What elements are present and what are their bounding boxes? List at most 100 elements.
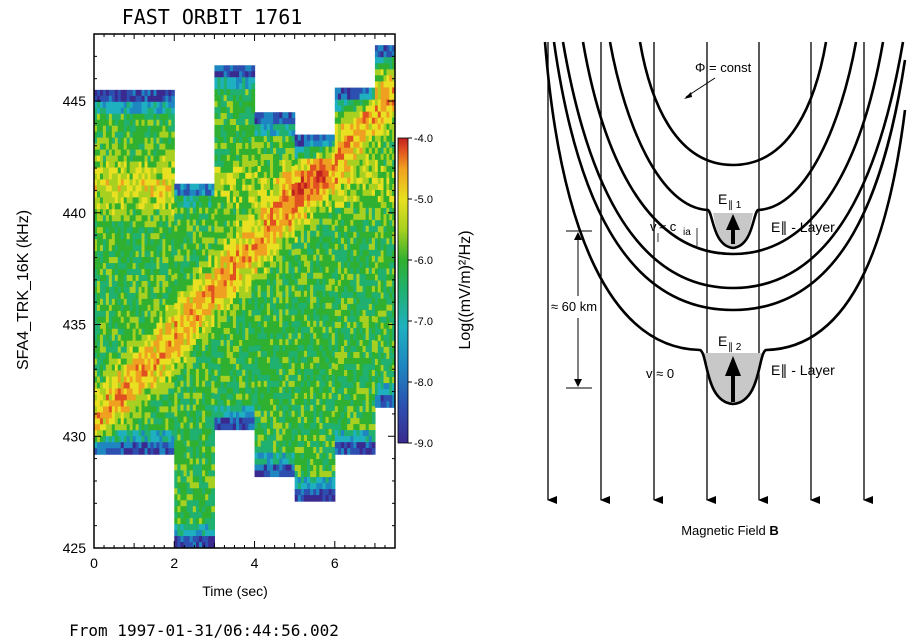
spectrogram-cell xyxy=(168,179,172,187)
spectrogram-cell xyxy=(269,333,274,340)
spectrogram-cell xyxy=(105,346,110,354)
spectrogram-cell xyxy=(159,376,163,384)
spectrogram-cell xyxy=(94,245,98,252)
spectrogram-cell xyxy=(276,357,280,364)
spectrogram-cell xyxy=(94,352,98,360)
spectrogram-cell xyxy=(239,357,243,365)
spectrogram-cell xyxy=(174,422,178,430)
spectrogram-cell xyxy=(266,195,271,203)
spectrogram-cell xyxy=(205,225,209,233)
spectrogram-cell xyxy=(254,464,259,472)
spectrogram-cell xyxy=(105,263,110,270)
spectrogram-cell xyxy=(269,345,274,352)
spectrogram-cell xyxy=(159,292,163,300)
spectrogram-cell xyxy=(223,393,228,401)
spectrogram-cell xyxy=(328,434,333,442)
spectrogram-cell xyxy=(168,340,172,348)
spectrogram-cell xyxy=(307,164,311,172)
spectrogram-cell xyxy=(144,304,149,312)
spectrogram-cell xyxy=(208,189,212,197)
spectrogram-cell xyxy=(177,273,182,280)
spectrogram-cell xyxy=(105,167,110,175)
spectrogram-cell xyxy=(123,221,128,228)
spectrogram-cell xyxy=(282,213,287,221)
spectrogram-cell xyxy=(192,536,197,543)
spectrogram-cell xyxy=(171,113,175,121)
spectrogram-cell xyxy=(165,143,169,151)
spectrogram-cell xyxy=(202,249,206,256)
spectrogram-cell xyxy=(183,333,188,340)
spectrogram-cell xyxy=(297,230,302,238)
spectrogram-cell xyxy=(180,434,185,442)
spectrogram-cell xyxy=(248,178,253,186)
spectrogram-cell xyxy=(186,362,191,370)
spectrogram-cell xyxy=(273,404,277,412)
spectrogram-cell xyxy=(254,130,259,137)
spectrogram-cell xyxy=(220,399,225,407)
spectrogram-cell xyxy=(120,137,125,145)
spectrogram-cell xyxy=(186,261,191,268)
spectrogram-cell xyxy=(165,436,169,443)
spectrogram-cell xyxy=(319,495,324,502)
spectrogram-cell xyxy=(132,101,137,109)
spectrogram-cell xyxy=(294,434,299,442)
spectrogram-cell xyxy=(114,412,119,419)
spectrogram-cell xyxy=(254,231,259,239)
spectrogram-cell xyxy=(297,212,302,220)
spectrogram-cell xyxy=(279,148,283,155)
spectrogram-cell xyxy=(111,346,116,354)
spectrogram-cell xyxy=(291,345,296,352)
spectrogram-cell xyxy=(294,296,299,304)
spectrogram-cell xyxy=(337,388,342,395)
spectrogram-cell xyxy=(226,423,231,431)
spectrogram-cell xyxy=(205,243,209,251)
spectrogram-cell xyxy=(108,346,113,354)
spectrogram-cell xyxy=(177,518,182,525)
spectrogram-cell xyxy=(242,166,246,174)
spectrogram-cell xyxy=(123,358,128,366)
spectrogram-cell xyxy=(239,184,243,192)
spectrogram-cell xyxy=(337,189,342,197)
spectrogram-cell xyxy=(114,239,119,246)
spectrogram-cell xyxy=(171,107,175,115)
spectrogram-cell xyxy=(198,231,203,239)
spectrogram-cell xyxy=(229,268,234,275)
spectrogram-cell xyxy=(232,89,237,96)
spectrogram-cell xyxy=(220,238,225,246)
spectrogram-cell xyxy=(195,267,200,274)
spectrogram-cell xyxy=(242,190,246,198)
spectrogram-cell xyxy=(322,434,327,442)
spectrogram-cell xyxy=(263,159,268,167)
spectrogram-cell xyxy=(105,119,110,127)
spectrogram-cell xyxy=(328,459,333,466)
spectrogram-cell xyxy=(159,227,163,234)
spectrogram-cell xyxy=(111,406,116,413)
spectrogram-cell xyxy=(331,236,336,244)
spectrogram-cell xyxy=(319,266,324,274)
spectrogram-cell xyxy=(316,459,320,466)
spectrogram-cell xyxy=(177,410,182,418)
spectrogram-cell xyxy=(257,392,262,400)
spectrogram-cell xyxy=(171,388,175,396)
spectrogram-cell xyxy=(307,428,311,436)
spectrogram-cell xyxy=(254,380,259,388)
spectrogram-cell xyxy=(251,345,256,353)
spectrogram-cell xyxy=(114,352,119,360)
spectrogram-cell xyxy=(111,185,116,192)
spectrogram-cell xyxy=(180,404,185,412)
spectrogram-cell xyxy=(263,351,268,358)
spectrogram-cell xyxy=(132,173,137,181)
spectrogram-cell xyxy=(99,346,104,354)
spectrogram-cell xyxy=(337,243,342,251)
spectrogram-cell xyxy=(111,388,116,396)
spectrogram-cell xyxy=(257,345,262,352)
spectrogram-cell xyxy=(202,327,206,334)
spectrogram-cell xyxy=(138,448,143,455)
spectrogram-cell xyxy=(165,418,169,425)
spectrogram-cell xyxy=(313,164,317,172)
spectrogram-cell xyxy=(105,203,110,210)
spectrogram-cell xyxy=(319,212,324,220)
spectrogram-cell xyxy=(153,388,158,396)
spectrogram-cell xyxy=(229,125,234,132)
spectrogram-cell xyxy=(117,233,122,240)
